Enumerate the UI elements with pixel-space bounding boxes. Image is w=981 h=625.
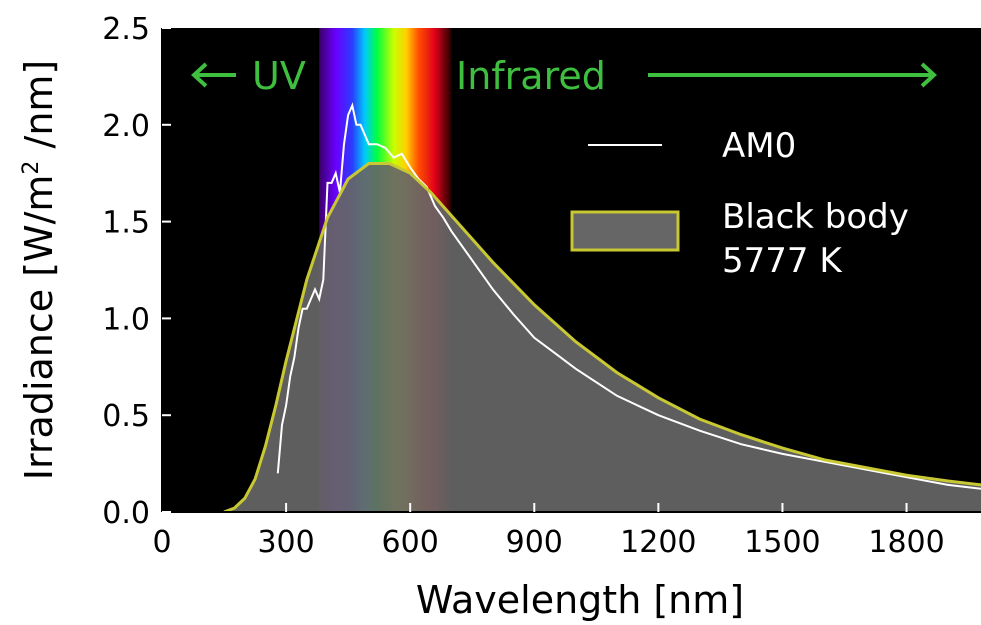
- y-tick-label: 2.5: [102, 12, 150, 47]
- x-tick-label: 1200: [620, 525, 696, 560]
- x-tick-label: 0: [152, 525, 171, 560]
- legend: AM0 Black body 5777 K: [570, 126, 909, 281]
- y-axis-title-main: Irradiance [W/m: [17, 175, 61, 481]
- uv-label: UV: [252, 54, 306, 98]
- x-tick-label: 900: [506, 525, 563, 560]
- legend-blackbody-label-line1: Black body: [722, 197, 909, 237]
- x-tick-label: 300: [257, 525, 314, 560]
- x-tick-label: 600: [382, 525, 439, 560]
- blackbody-area: [224, 163, 981, 512]
- y-tick-label: 0.5: [102, 399, 150, 434]
- y-tick-label: 2.0: [102, 109, 150, 144]
- y-tick-label: 1.5: [102, 206, 150, 241]
- x-axis-title: Wavelength [nm]: [416, 578, 744, 622]
- x-axis: 0 300 600 900 1200 1500 1800: [152, 503, 945, 560]
- x-tick-label: 1800: [868, 525, 944, 560]
- y-tick-label: 1.0: [102, 302, 150, 337]
- infrared-annotation: Infrared: [456, 54, 937, 98]
- legend-blackbody-swatch: [570, 210, 680, 252]
- am0-series-line: [276, 102, 981, 490]
- legend-am0-label: AM0: [722, 126, 796, 166]
- blackbody-series-line: [223, 162, 981, 512]
- y-axis-title: Irradiance [W/m2 /nm]: [17, 60, 61, 481]
- y-axis: 0.0 0.5 1.0 1.5 2.0 2.5: [102, 12, 171, 531]
- y-axis-title-tail: /nm]: [17, 60, 61, 161]
- y-axis-title-sup: 2: [19, 161, 44, 175]
- infrared-label: Infrared: [456, 54, 606, 98]
- legend-blackbody-label-line2: 5777 K: [722, 241, 843, 281]
- y-tick-label: 0.0: [102, 496, 150, 531]
- x-tick-label: 1500: [744, 525, 820, 560]
- uv-annotation: UV: [191, 54, 306, 98]
- axes-frame: [161, 28, 981, 513]
